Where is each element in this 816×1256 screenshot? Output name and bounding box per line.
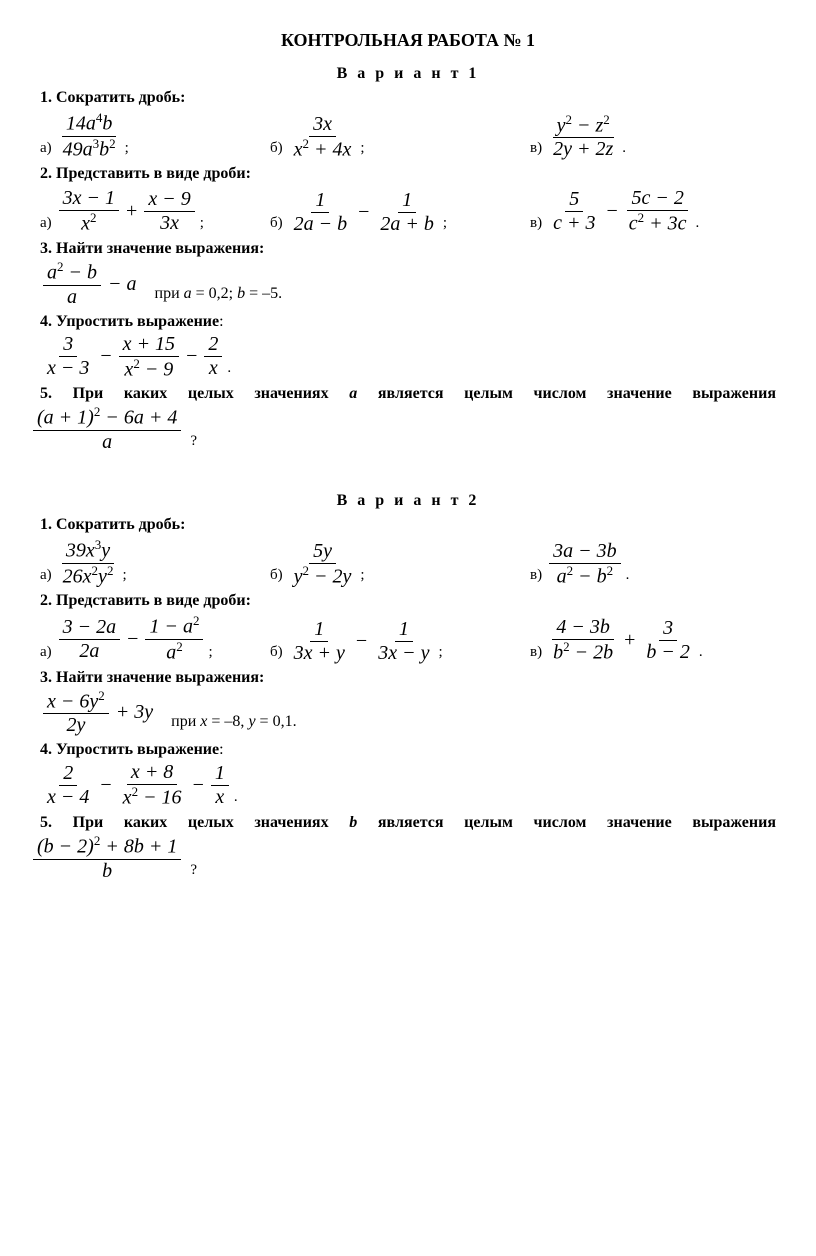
v2-t2-b: б) 13x + y − 13x − y ; [270,618,530,665]
v2-task2-head: 2. Представить в виде дроби: [40,592,776,610]
v2-t3-cond: при x = –8, y = 0,1. [171,713,296,731]
v1-t2-b: б) 12a − b − 12a + b ; [270,189,530,236]
v2-t2-c: в) 4 − 3bb2 − 2b + 3b − 2 . [530,616,770,665]
v2-task5-expr: (b − 2)2 + 8b + 1b ? [30,834,776,883]
v2-t1-c: в) 3a − 3ba2 − b2 . [530,540,770,589]
v2-task1-row: а) 39x3y26x2y2 ; б) 5yy2 − 2y ; в) 3a − … [40,538,776,588]
v1-task2-head: 2. Представить в виде дроби: [40,165,776,183]
v1-task1-row: а) 14a4b49a3b2 ; б) 3xx2 + 4x ; в) y2 − … [40,111,776,161]
v1-task3-expr: a2 − ba − a при a = 0,2; b = –5. [40,260,776,309]
v1-t1-a: а) 14a4b49a3b2 ; [40,111,270,161]
v1-t1-c: в) y2 − z22y + 2z . [530,113,770,162]
v2-t2-a: а) 3 − 2a2a − 1 − a2a2 ; [40,614,270,664]
v2-task1-head: 1. Сократить дробь: [40,516,776,534]
v1-t2-a: а) 3x − 1x2 + x − 93x ; [40,187,270,236]
variant-2-title: В а р и а н т 2 [40,492,776,510]
page: КОНТРОЛЬНАЯ РАБОТА № 1 В а р и а н т 1 1… [0,0,816,1256]
v2-task2-row: а) 3 − 2a2a − 1 − a2a2 ; б) 13x + y − 13… [40,614,776,664]
v1-task4-expr: 3x − 3−x + 15x2 − 9−2x . [40,333,776,382]
v2-t1-a: а) 39x3y26x2y2 ; [40,538,270,588]
v1-task3-head: 3. Найти значение выражения: [40,240,776,258]
label-c: в) [530,140,542,157]
variant-1-title: В а р и а н т 1 [40,65,776,83]
v1-task2-row: а) 3x − 1x2 + x − 93x ; б) 12a − b − 12a… [40,187,776,236]
label-a: а) [40,140,52,157]
v1-task5-text: 5. При каких целых значениях a является … [40,385,776,403]
v2-task4-head: 4. Упростить выражение: [40,741,776,759]
v2-task4-expr: 2x − 4−x + 8x2 − 16−1x . [40,761,776,810]
v1-t1-b: б) 3xx2 + 4x ; [270,113,530,162]
v2-task5-text: 5. При каких целых значениях b является … [40,814,776,832]
v1-t3-cond: при a = 0,2; b = –5. [155,285,283,303]
v2-task3-head: 3. Найти значение выражения: [40,669,776,687]
v2-task3-expr: x − 6y22y + 3y при x = –8, y = 0,1. [40,689,776,738]
v1-task1-head: 1. Сократить дробь: [40,89,776,107]
doc-title: КОНТРОЛЬНАЯ РАБОТА № 1 [40,30,776,51]
label-b: б) [270,140,283,157]
v1-t2-c: в) 5c + 3 − 5c − 2c2 + 3c . [530,187,770,236]
v1-task5-expr: (a + 1)2 − 6a + 4a ? [30,405,776,454]
v2-t1-b: б) 5yy2 − 2y ; [270,540,530,589]
v1-task4-head: 4. Упростить выражение: [40,313,776,331]
